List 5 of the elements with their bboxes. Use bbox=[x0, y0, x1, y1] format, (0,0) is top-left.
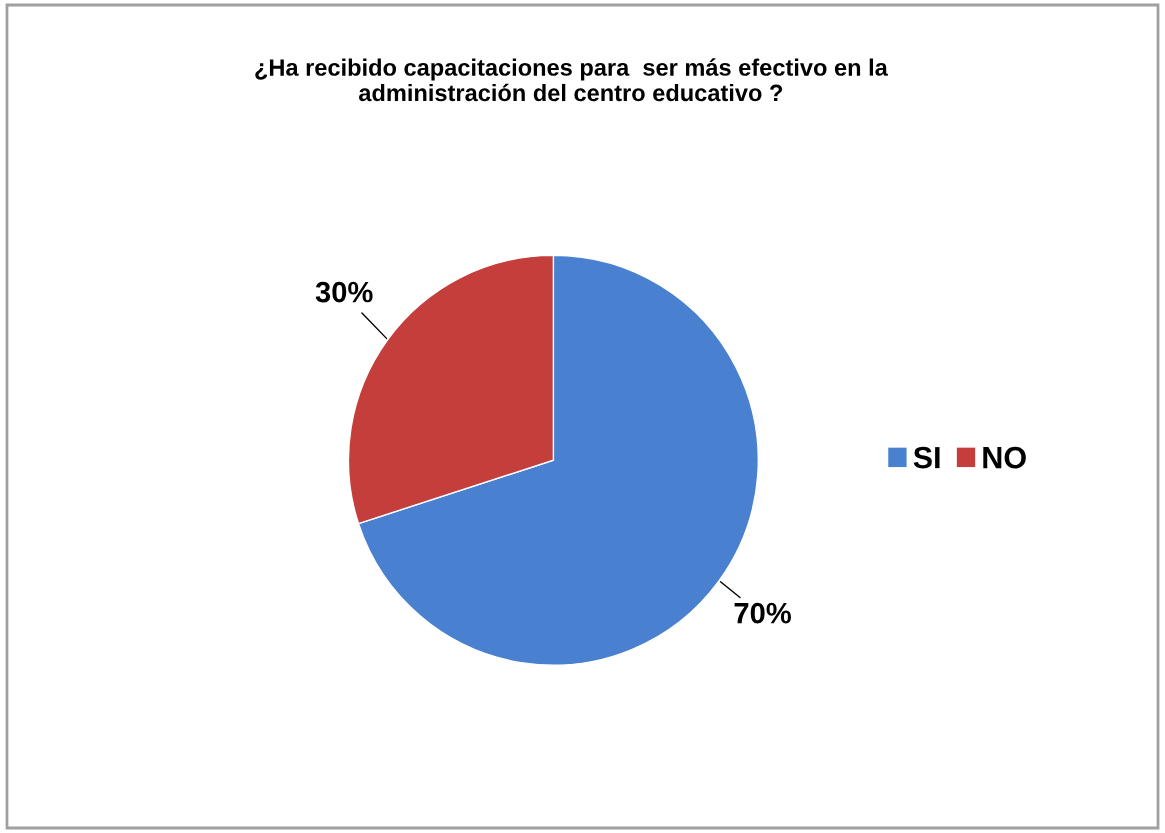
chart-title: ¿Ha recibido capacitaciones para ser más efectivo en la administración del centro educativo ? bbox=[255, 58, 888, 102]
data-label: 30% bbox=[315, 281, 373, 303]
legend-label: SI bbox=[913, 446, 940, 469]
legend-label: NO bbox=[983, 446, 1026, 469]
data-label: 70% bbox=[734, 602, 791, 624]
